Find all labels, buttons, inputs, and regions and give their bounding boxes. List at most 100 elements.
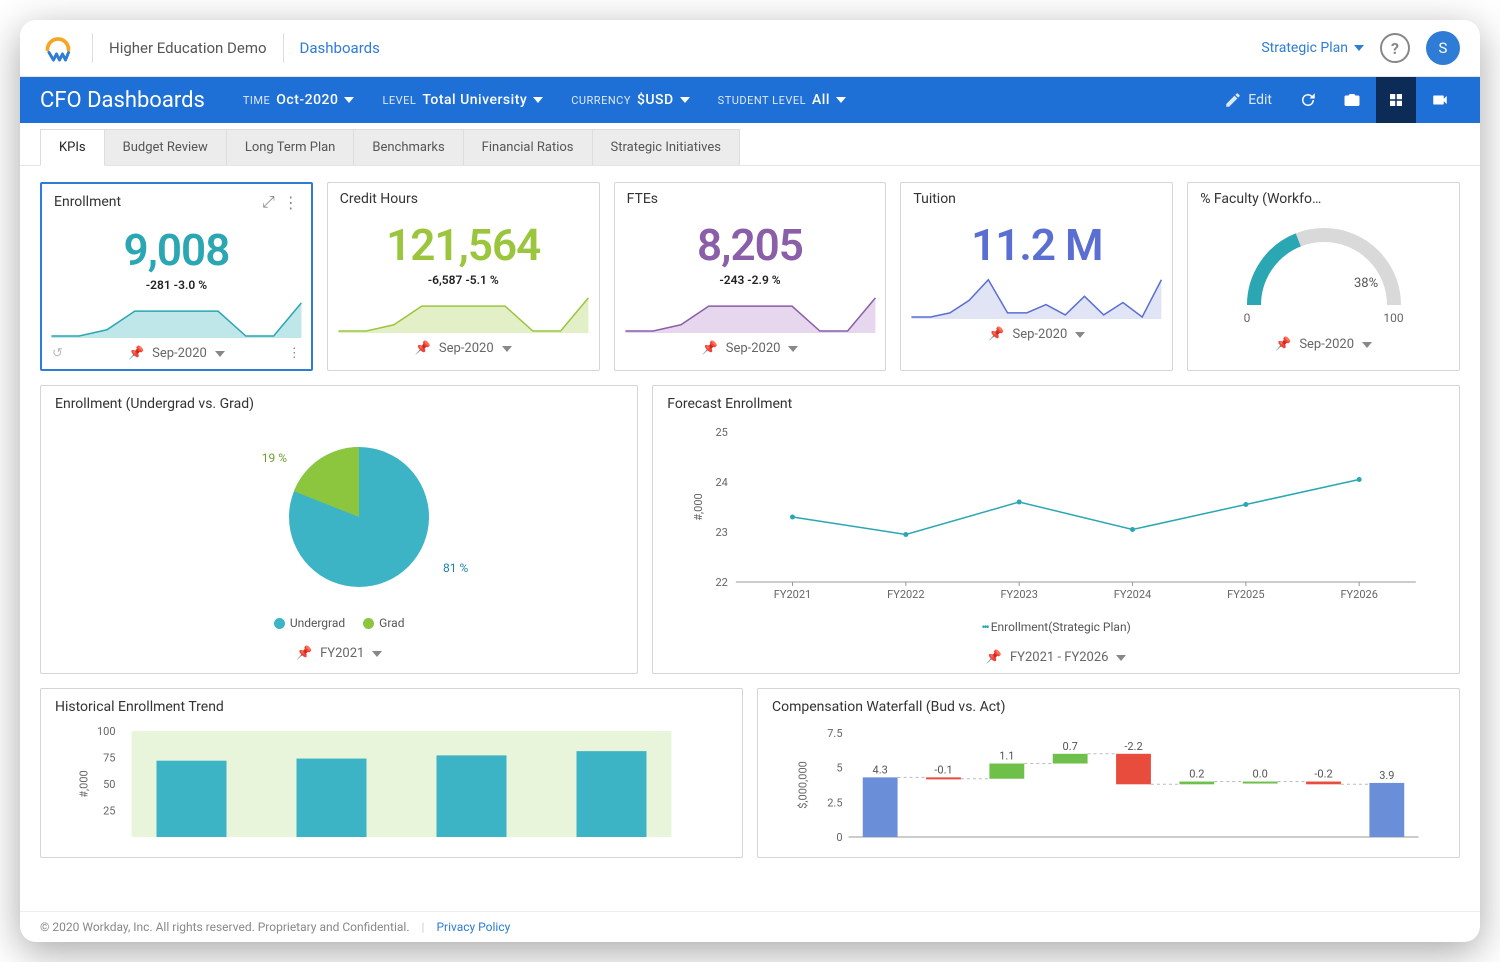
toolbar-actions: Edit	[1212, 77, 1460, 123]
card-footer[interactable]: 📌 Sep-2020	[328, 333, 599, 364]
legend-label: Enrollment(Strategic Plan)	[991, 620, 1131, 634]
tab-long-term-plan[interactable]: Long Term Plan	[226, 129, 355, 165]
svg-text:FY2024: FY2024	[1114, 588, 1151, 601]
svg-text:25: 25	[716, 426, 728, 439]
filter-student-level[interactable]: STUDENT LEVELAll	[718, 92, 846, 108]
kpi-value: 121,564	[386, 219, 540, 271]
card-footer[interactable]: 📌 Sep-2020	[615, 333, 886, 364]
tab-budget-review[interactable]: Budget Review	[104, 129, 227, 165]
filter-label: LEVEL	[382, 94, 416, 107]
pie-chart: 81 %19 %	[209, 422, 469, 612]
kpi-title: Tuition	[913, 191, 956, 207]
kpi-delta: -281 -3.0 %	[146, 278, 207, 292]
historical-enrollment-card: Historical Enrollment Trend 255075100#,0…	[40, 688, 743, 858]
pin-icon: 📌	[702, 341, 718, 356]
chevron-down-icon	[344, 97, 354, 103]
card-footer[interactable]: ↺ 📌 Sep-2020 ⋮	[42, 338, 311, 369]
privacy-link[interactable]: Privacy Policy	[436, 920, 510, 934]
copyright: © 2020 Workday, Inc. All rights reserved…	[40, 920, 410, 934]
svg-text:-0.1: -0.1	[934, 763, 952, 776]
expand-icon[interactable]: ⤢	[262, 192, 275, 212]
svg-text:4.3: 4.3	[873, 763, 888, 776]
tab-benchmarks[interactable]: Benchmarks	[353, 129, 463, 165]
svg-text:FY2022: FY2022	[887, 588, 924, 601]
chevron-down-icon	[836, 97, 846, 103]
forecast-enrollment-card: Forecast Enrollment 22232425FY2021FY2022…	[652, 385, 1460, 674]
card-period: FY2021 - FY2026	[1010, 650, 1108, 665]
refresh-button[interactable]	[1288, 77, 1328, 123]
svg-text:5: 5	[836, 762, 842, 775]
chevron-down-icon	[1116, 655, 1126, 661]
tab-strategic-initiatives[interactable]: Strategic Initiatives	[592, 129, 740, 165]
card-footer[interactable]: 📌 Sep-2020	[1188, 329, 1459, 360]
svg-text:0.2: 0.2	[1189, 768, 1204, 781]
svg-text:75: 75	[103, 752, 115, 765]
more-icon[interactable]: ⋮	[283, 193, 299, 212]
gauge-chart: 38%	[1234, 225, 1414, 317]
kpi-card-credit-hours: Credit Hours 121,564 -6,587 -5.1 % 📌 Sep…	[327, 182, 600, 371]
legend-item: Undergrad	[274, 616, 345, 630]
chart-title: Compensation Waterfall (Bud vs. Act)	[758, 689, 1459, 725]
chevron-down-icon	[1354, 45, 1364, 51]
filter-currency[interactable]: CURRENCY$USD	[571, 92, 689, 108]
present-button[interactable]	[1420, 77, 1460, 123]
filter-label: TIME	[243, 94, 270, 107]
kpi-row: Enrollment ⤢⋮ 9,008 -281 -3.0 % ↺ 📌 Sep-…	[40, 182, 1460, 371]
edit-button[interactable]: Edit	[1212, 77, 1284, 123]
kpi-delta: -6,587 -5.1 %	[428, 273, 499, 287]
svg-text:FY2025: FY2025	[1227, 588, 1264, 601]
card-period: FY2021	[320, 646, 364, 661]
filter-label: STUDENT LEVEL	[718, 94, 806, 107]
svg-text:19 %: 19 %	[262, 451, 287, 465]
svg-text:50: 50	[103, 778, 115, 791]
help-icon[interactable]: ?	[1380, 33, 1410, 63]
svg-text:0.0: 0.0	[1253, 768, 1268, 781]
filter-time[interactable]: TIME Oct-2020	[243, 92, 355, 108]
svg-text:-0.2: -0.2	[1314, 768, 1332, 781]
historical-bar-chart: 255075100#,000	[55, 725, 728, 845]
camera-button[interactable]	[1332, 77, 1372, 123]
filter-level[interactable]: LEVELTotal University	[382, 92, 543, 108]
pin-icon: 📌	[986, 650, 1002, 665]
sparkline	[901, 273, 1172, 319]
svg-text:100: 100	[97, 725, 116, 738]
row-3: Historical Enrollment Trend 255075100#,0…	[40, 688, 1460, 858]
tab-kpis[interactable]: KPIs	[40, 129, 105, 166]
svg-text:-2.2: -2.2	[1124, 740, 1142, 753]
kpi-title: FTEs	[627, 191, 658, 207]
chevron-down-icon	[502, 346, 512, 352]
gauge-value-label: 38%	[1354, 276, 1378, 291]
pie-legend: UndergradGrad	[274, 616, 405, 630]
filter-label: CURRENCY	[571, 94, 631, 107]
card-footer[interactable]: 📌 FY2021 - FY2026	[653, 642, 1459, 673]
chevron-down-icon	[372, 651, 382, 657]
kpi-value: 11.2 M	[971, 219, 1102, 271]
more-icon[interactable]: ⋮	[288, 346, 301, 361]
card-period: Sep-2020	[726, 341, 781, 356]
history-icon[interactable]: ↺	[52, 346, 63, 361]
dashboard-content: Enrollment ⤢⋮ 9,008 -281 -3.0 % ↺ 📌 Sep-…	[20, 166, 1480, 911]
pin-icon: 📌	[296, 646, 312, 661]
svg-text:FY2021: FY2021	[774, 588, 811, 601]
svg-text:1.1: 1.1	[999, 750, 1014, 763]
breadcrumb-link[interactable]: Dashboards	[300, 39, 380, 57]
compensation-waterfall-card: Compensation Waterfall (Bud vs. Act) 02.…	[757, 688, 1460, 858]
chart-title: Forecast Enrollment	[653, 386, 1459, 422]
kpi-value: 8,205	[697, 219, 803, 271]
strategic-plan-dropdown[interactable]: Strategic Plan	[1261, 40, 1364, 56]
page-title: CFO Dashboards	[40, 88, 205, 113]
card-period: Sep-2020	[1299, 337, 1354, 352]
filter-value: Oct-2020	[276, 92, 338, 108]
svg-text:25: 25	[103, 805, 115, 818]
pin-icon: 📌	[128, 346, 144, 361]
card-footer[interactable]: 📌 Sep-2020	[901, 319, 1172, 350]
tab-financial-ratios[interactable]: Financial Ratios	[463, 129, 593, 165]
user-avatar[interactable]: S	[1426, 31, 1460, 65]
svg-text:24: 24	[716, 476, 728, 489]
grid-view-button[interactable]	[1376, 77, 1416, 123]
workday-logo-icon	[40, 30, 76, 66]
chevron-down-icon	[680, 97, 690, 103]
card-footer[interactable]: 📌 FY2021	[41, 638, 637, 669]
svg-text:$,000,000: $,000,000	[797, 761, 810, 809]
kpi-title: % Faculty (Workfo…	[1200, 191, 1321, 207]
